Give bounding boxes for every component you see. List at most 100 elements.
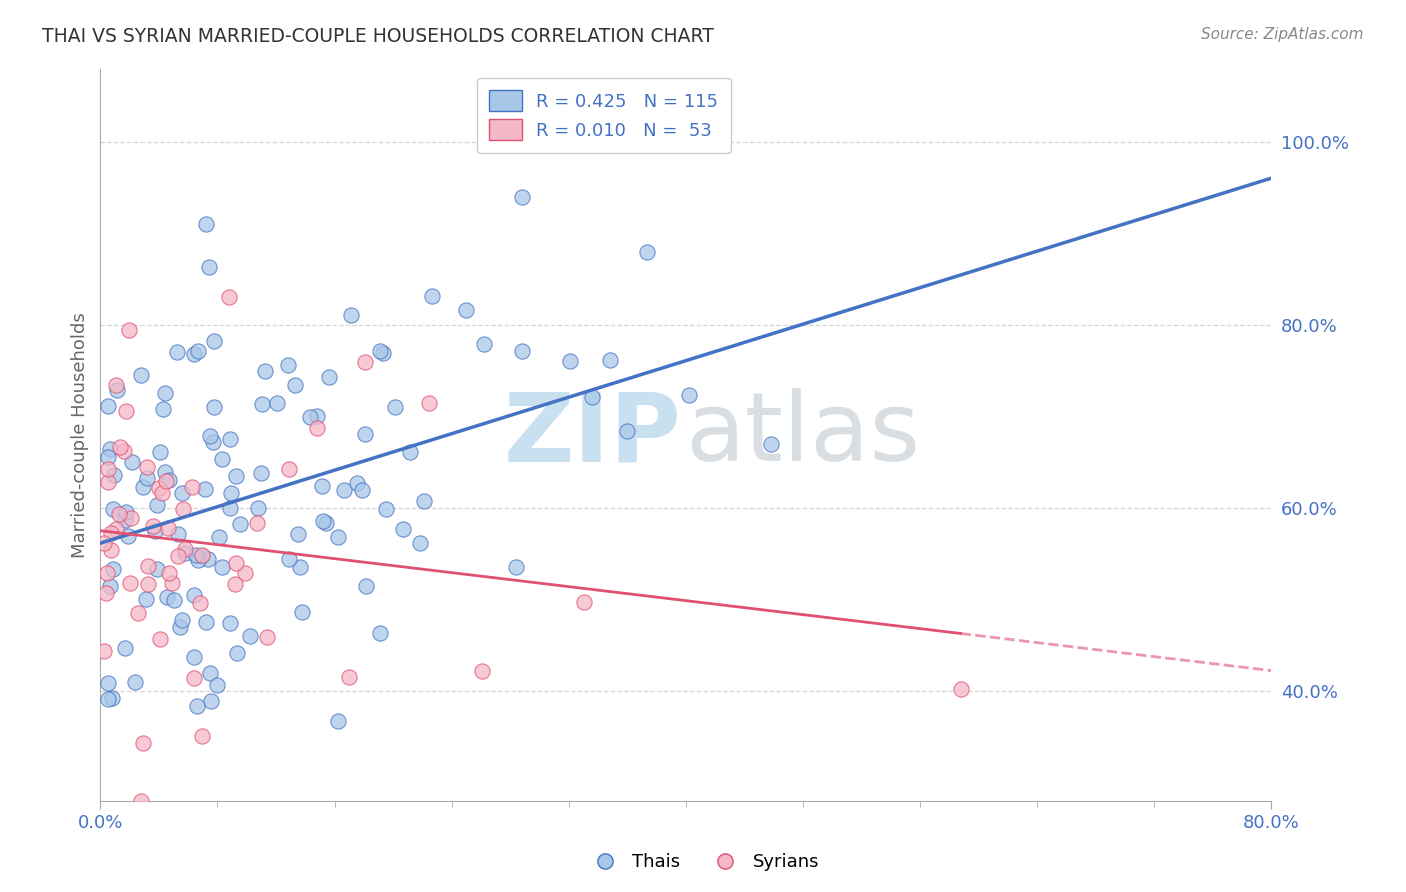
Point <box>246 516 269 530</box>
Point <box>202 400 225 414</box>
Point <box>233 566 256 580</box>
Point <box>352 483 374 498</box>
Point <box>108 507 131 521</box>
Point <box>759 437 782 451</box>
Point <box>191 729 214 743</box>
Point <box>114 513 136 527</box>
Point <box>148 481 170 495</box>
Point <box>353 355 375 369</box>
Point <box>97 691 120 706</box>
Point <box>226 646 249 660</box>
Point <box>149 445 172 459</box>
Point <box>143 524 166 539</box>
Point <box>97 450 120 465</box>
Point <box>114 444 136 458</box>
Point <box>103 467 125 482</box>
Point <box>391 522 413 536</box>
Point <box>173 541 195 556</box>
Point <box>117 528 139 542</box>
Point <box>163 593 186 607</box>
Point <box>375 501 398 516</box>
Point <box>121 510 143 524</box>
Point <box>315 516 337 531</box>
Point <box>129 794 152 808</box>
Point <box>104 522 127 536</box>
Point <box>167 549 190 564</box>
Point <box>471 664 494 678</box>
Point <box>420 289 443 303</box>
Point <box>136 577 159 591</box>
Point <box>312 515 335 529</box>
Point <box>187 343 209 358</box>
Point <box>190 549 212 563</box>
Point <box>101 562 124 576</box>
Point <box>96 566 118 580</box>
Point <box>581 390 603 404</box>
Point <box>157 521 180 535</box>
Point <box>412 494 434 508</box>
Point <box>354 579 377 593</box>
Legend: R = 0.425   N = 115, R = 0.010   N =  53: R = 0.425 N = 115, R = 0.010 N = 53 <box>477 78 731 153</box>
Point <box>157 473 180 487</box>
Point <box>277 358 299 372</box>
Point <box>124 674 146 689</box>
Point <box>167 527 190 541</box>
Point <box>219 486 242 500</box>
Point <box>326 530 349 544</box>
Point <box>201 434 224 449</box>
Point <box>599 353 621 368</box>
Point <box>318 370 340 384</box>
Point <box>170 613 193 627</box>
Point <box>93 536 115 550</box>
Point <box>100 526 122 541</box>
Point <box>337 670 360 684</box>
Point <box>200 694 222 708</box>
Point <box>157 566 180 580</box>
Point <box>225 556 247 570</box>
Point <box>183 347 205 361</box>
Point <box>186 699 208 714</box>
Point <box>129 368 152 383</box>
Point <box>97 475 120 490</box>
Point <box>202 334 225 348</box>
Point <box>197 260 219 274</box>
Point <box>194 483 217 497</box>
Point <box>149 632 172 646</box>
Point <box>307 420 329 434</box>
Point <box>180 480 202 494</box>
Point <box>616 424 638 438</box>
Point <box>136 460 159 475</box>
Point <box>94 586 117 600</box>
Point <box>195 217 218 231</box>
Point <box>121 454 143 468</box>
Point <box>456 302 478 317</box>
Point <box>97 399 120 413</box>
Point <box>505 560 527 574</box>
Point <box>135 592 157 607</box>
Point <box>188 596 211 610</box>
Point <box>346 476 368 491</box>
Point <box>224 577 246 591</box>
Point <box>153 465 176 479</box>
Point <box>146 562 169 576</box>
Point <box>353 426 375 441</box>
Point <box>373 346 395 360</box>
Point <box>98 442 121 456</box>
Point <box>183 650 205 665</box>
Point <box>277 462 299 476</box>
Point <box>166 344 188 359</box>
Point <box>266 395 288 409</box>
Point <box>256 630 278 644</box>
Point <box>333 483 356 497</box>
Point <box>104 377 127 392</box>
Point <box>155 385 177 400</box>
Point <box>152 402 174 417</box>
Point <box>155 590 177 604</box>
Point <box>283 378 305 392</box>
Point <box>183 671 205 685</box>
Point <box>340 308 363 322</box>
Point <box>560 354 582 368</box>
Point <box>114 641 136 656</box>
Point <box>173 546 195 560</box>
Point <box>169 620 191 634</box>
